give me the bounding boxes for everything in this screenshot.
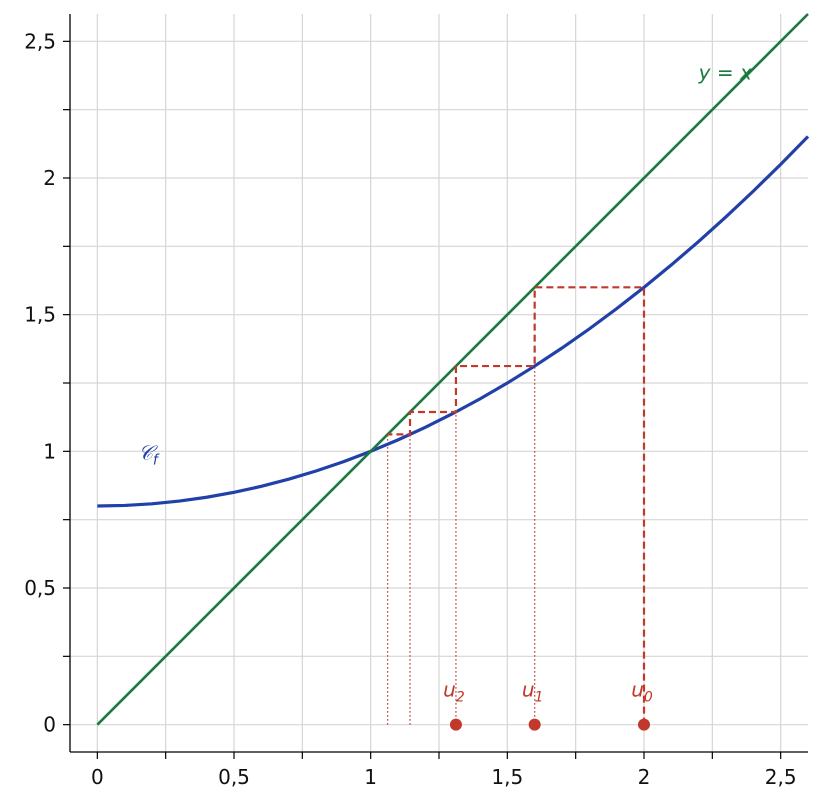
point — [528, 718, 541, 731]
x-tick-label: 2 — [638, 765, 651, 789]
label-sub: f — [153, 453, 160, 469]
label-sub: 0 — [644, 690, 653, 706]
annotation: y = x — [698, 61, 752, 85]
annotation: u1 — [522, 678, 544, 706]
label-main: u — [443, 678, 456, 702]
point — [638, 718, 650, 731]
label-main: u — [522, 678, 535, 702]
x-tick-label: 0 — [91, 765, 104, 789]
x-tick-label: 1 — [364, 765, 377, 789]
x-tick-label: 1,5 — [491, 765, 523, 789]
label-main: u — [631, 678, 644, 702]
y-tick-label: 1,5 — [24, 303, 56, 327]
annotation: u2 — [443, 678, 465, 706]
label-sub: 1 — [535, 690, 544, 706]
annotation: u0 — [631, 678, 653, 706]
curve — [97, 135, 810, 508]
y-tick-label: 2 — [43, 166, 56, 190]
label-sub: 2 — [456, 690, 465, 706]
y-tick-label: 2,5 — [24, 29, 56, 53]
y-tick-label: 0 — [43, 713, 56, 737]
y-tick-label: 1 — [43, 439, 56, 463]
cobweb — [387, 286, 646, 725]
curve — [96, 13, 809, 726]
point — [449, 718, 462, 731]
annotation: 𝒞f — [138, 441, 160, 469]
x-tick-label: 2,5 — [765, 765, 797, 789]
y-tick-label: 0,5 — [24, 576, 56, 600]
label-main: y = x — [698, 61, 752, 85]
x-tick-label: 0,5 — [218, 765, 250, 789]
